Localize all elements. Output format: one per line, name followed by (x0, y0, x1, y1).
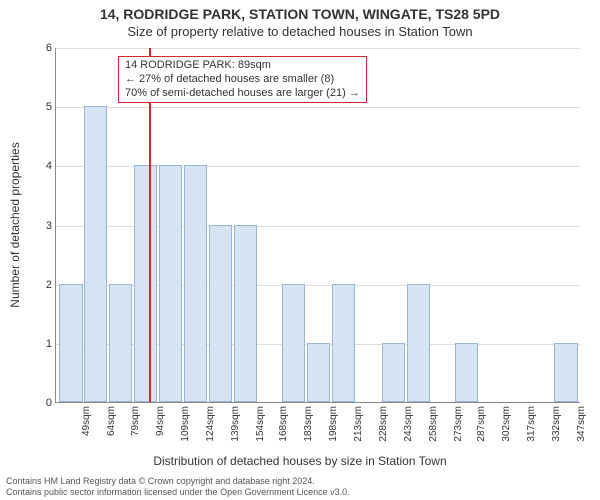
x-tick-label: 317sqm (526, 406, 537, 442)
histogram-bar (382, 343, 405, 402)
y-tick-label: 1 (32, 338, 52, 350)
chart-title-sub: Size of property relative to detached ho… (0, 24, 600, 39)
x-tick-label: 302sqm (501, 406, 512, 442)
plot-inner: 012345649sqm64sqm79sqm94sqm109sqm124sqm1… (55, 48, 580, 403)
histogram-bar (109, 284, 132, 402)
histogram-bar (407, 284, 430, 402)
plot-area: 012345649sqm64sqm79sqm94sqm109sqm124sqm1… (55, 48, 580, 403)
footer-attribution: Contains HM Land Registry data © Crown c… (6, 476, 350, 498)
gridline (56, 107, 580, 108)
histogram-bar (554, 343, 577, 402)
y-tick-label: 2 (32, 279, 52, 291)
x-tick-label: 332sqm (551, 406, 562, 442)
histogram-bar (307, 343, 330, 402)
histogram-bar (159, 165, 182, 402)
y-tick-label: 6 (32, 42, 52, 54)
histogram-bar (282, 284, 305, 402)
annotation-line: ← 27% of detached houses are smaller (8) (125, 73, 360, 87)
histogram-bar (234, 225, 257, 403)
histogram-bar (184, 165, 207, 402)
y-tick-label: 4 (32, 160, 52, 172)
chart-title-main: 14, RODRIDGE PARK, STATION TOWN, WINGATE… (0, 6, 600, 22)
histogram-bar (332, 284, 355, 402)
x-tick-label: 109sqm (180, 406, 191, 442)
x-tick-label: 124sqm (205, 406, 216, 442)
x-tick-label: 168sqm (278, 406, 289, 442)
x-axis-label: Distribution of detached houses by size … (0, 454, 600, 468)
footer-line-2: Contains public sector information licen… (6, 487, 350, 498)
x-tick-label: 243sqm (403, 406, 414, 442)
x-tick-label: 79sqm (130, 406, 141, 436)
annotation-line: 70% of semi-detached houses are larger (… (125, 87, 360, 101)
histogram-bar (134, 165, 157, 402)
x-tick-label: 287sqm (476, 406, 487, 442)
histogram-bar (59, 284, 82, 402)
x-tick-label: 347sqm (576, 406, 587, 442)
x-tick-label: 273sqm (453, 406, 464, 442)
x-tick-label: 228sqm (378, 406, 389, 442)
x-tick-label: 183sqm (303, 406, 314, 442)
x-tick-label: 198sqm (328, 406, 339, 442)
footer-line-1: Contains HM Land Registry data © Crown c… (6, 476, 350, 487)
x-tick-label: 94sqm (155, 406, 166, 436)
y-tick-label: 3 (32, 220, 52, 232)
y-axis-label: Number of detached properties (8, 142, 22, 307)
annotation-box: 14 RODRIDGE PARK: 89sqm← 27% of detached… (118, 56, 367, 103)
x-tick-label: 258sqm (428, 406, 439, 442)
histogram-bar (209, 225, 232, 403)
y-tick-label: 5 (32, 101, 52, 113)
x-tick-label: 49sqm (81, 406, 92, 436)
x-tick-label: 139sqm (230, 406, 241, 442)
x-tick-label: 64sqm (106, 406, 117, 436)
gridline (56, 48, 580, 49)
x-tick-label: 154sqm (255, 406, 266, 442)
histogram-bar (84, 106, 107, 402)
property-size-chart: 14, RODRIDGE PARK, STATION TOWN, WINGATE… (0, 0, 600, 500)
y-tick-label: 0 (32, 397, 52, 409)
histogram-bar (455, 343, 478, 402)
x-tick-label: 213sqm (353, 406, 364, 442)
annotation-line: 14 RODRIDGE PARK: 89sqm (125, 59, 360, 73)
